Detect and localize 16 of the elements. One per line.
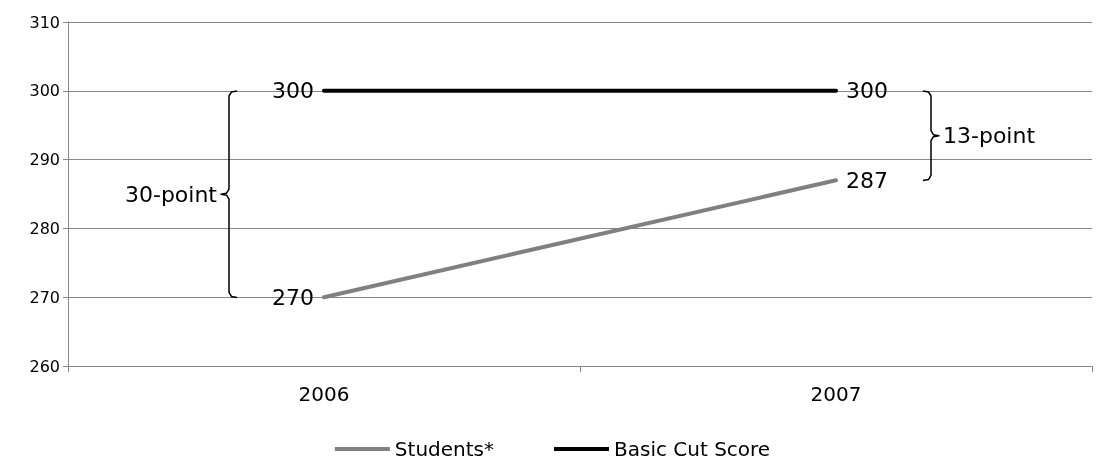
- data-label: 300: [846, 78, 888, 104]
- legend-label: Basic Cut Score: [613, 437, 771, 461]
- data-label: 287: [846, 167, 888, 193]
- y-tick-label: 290: [29, 150, 60, 170]
- data-label: 300: [272, 78, 314, 104]
- data-label: 270: [272, 284, 314, 310]
- x-tick-label: 2006: [298, 382, 350, 406]
- y-tick-label: 300: [29, 81, 60, 101]
- legend-label: Students*: [394, 437, 494, 461]
- y-tick-label: 260: [29, 356, 60, 376]
- annotation: 13-point: [943, 123, 1036, 149]
- y-tick-label: 280: [29, 218, 60, 238]
- y-tick-label: 270: [29, 287, 60, 307]
- x-tick-label: 2007: [810, 382, 862, 406]
- annotation: 30-point: [124, 181, 218, 207]
- y-tick-label: 310: [29, 12, 60, 32]
